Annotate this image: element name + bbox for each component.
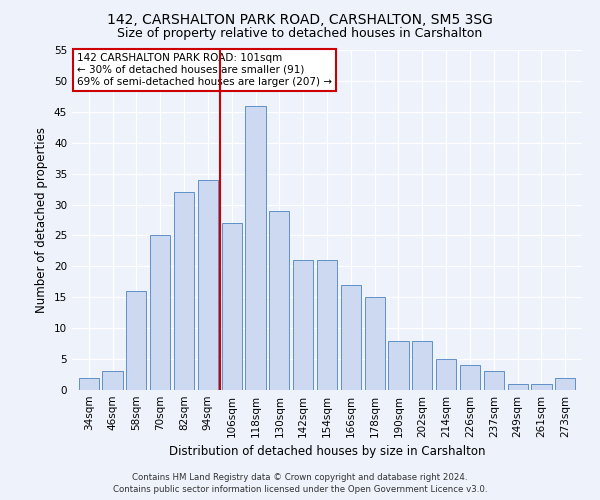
Bar bbox=[198, 180, 218, 390]
Bar bbox=[245, 106, 266, 390]
Bar bbox=[126, 291, 146, 390]
Bar bbox=[436, 359, 456, 390]
Bar bbox=[508, 384, 528, 390]
Bar bbox=[365, 298, 385, 390]
Bar bbox=[269, 210, 289, 390]
Text: Size of property relative to detached houses in Carshalton: Size of property relative to detached ho… bbox=[118, 28, 482, 40]
Bar bbox=[103, 372, 122, 390]
Bar bbox=[79, 378, 99, 390]
Bar bbox=[341, 285, 361, 390]
Bar bbox=[150, 236, 170, 390]
Text: Contains HM Land Registry data © Crown copyright and database right 2024.
Contai: Contains HM Land Registry data © Crown c… bbox=[113, 472, 487, 494]
Bar bbox=[388, 340, 409, 390]
Text: 142, CARSHALTON PARK ROAD, CARSHALTON, SM5 3SG: 142, CARSHALTON PARK ROAD, CARSHALTON, S… bbox=[107, 12, 493, 26]
Y-axis label: Number of detached properties: Number of detached properties bbox=[35, 127, 49, 313]
X-axis label: Distribution of detached houses by size in Carshalton: Distribution of detached houses by size … bbox=[169, 446, 485, 458]
Bar bbox=[484, 372, 504, 390]
Bar bbox=[317, 260, 337, 390]
Bar bbox=[293, 260, 313, 390]
Bar bbox=[221, 223, 242, 390]
Text: 142 CARSHALTON PARK ROAD: 101sqm
← 30% of detached houses are smaller (91)
69% o: 142 CARSHALTON PARK ROAD: 101sqm ← 30% o… bbox=[77, 54, 332, 86]
Bar bbox=[174, 192, 194, 390]
Bar bbox=[532, 384, 551, 390]
Bar bbox=[555, 378, 575, 390]
Bar bbox=[460, 366, 480, 390]
Bar bbox=[412, 340, 433, 390]
